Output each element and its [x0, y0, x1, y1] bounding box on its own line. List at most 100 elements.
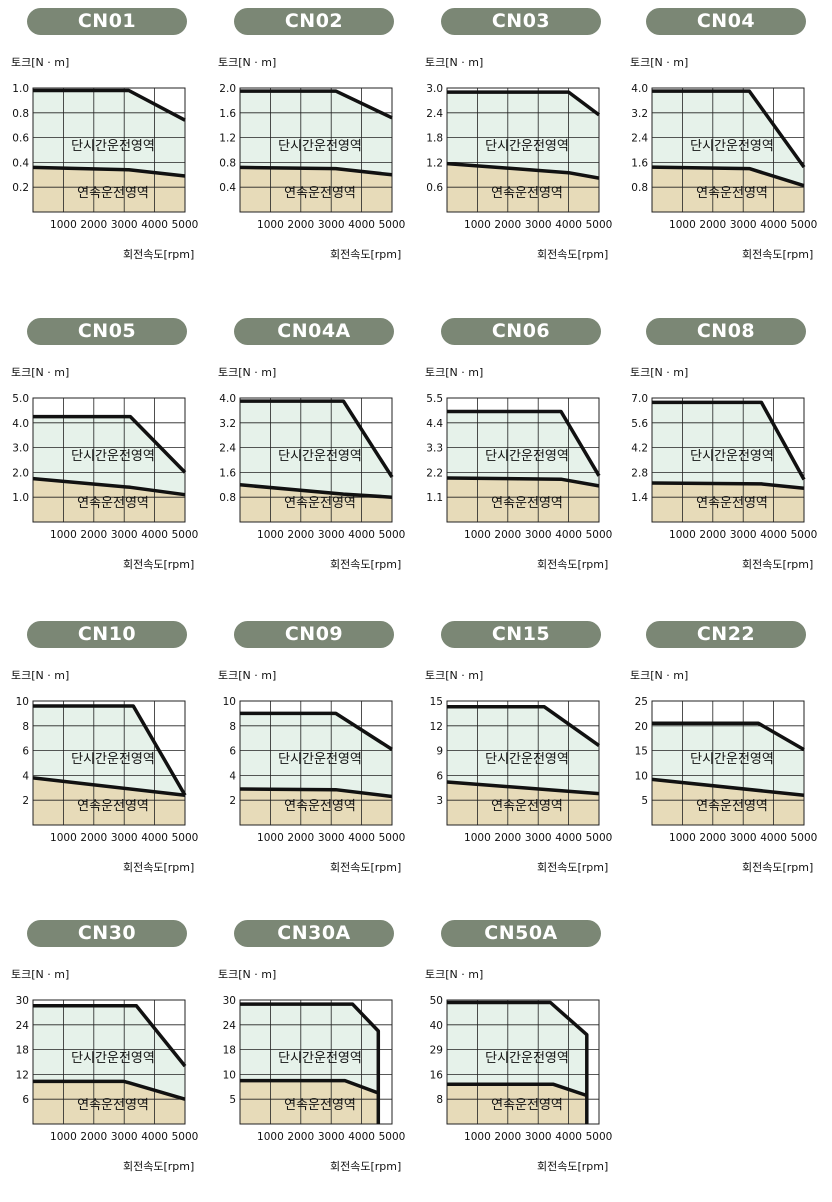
plot-frame	[32, 999, 186, 1125]
peak-torque-curve	[652, 721, 805, 752]
peak-region-label: 단시간운전영역	[71, 449, 155, 464]
plot-frame	[32, 700, 186, 826]
x-tick-label: 5000	[586, 832, 613, 844]
x-tick-label: 3000	[525, 219, 552, 231]
continuous-region-area	[447, 1084, 587, 1124]
x-tick-label: 4000	[141, 832, 168, 844]
continuous-region-label: 연속운전영역	[77, 799, 149, 814]
x-tick-label: 3000	[111, 219, 138, 231]
chart-panel: CN03 토크[N · m] 회전속도[rpm] 3.0 2.4 1.8 1.2 0.6 100…	[417, 0, 622, 290]
peak-torque-curve	[240, 1002, 381, 1124]
continuous-region-label: 연속운전영역	[77, 1098, 149, 1113]
x-tick-label: 4000	[760, 219, 787, 231]
x-tick-label: 5000	[791, 832, 818, 844]
peak-torque-curve	[33, 414, 187, 474]
torque-chart: 1.0 0.8 0.6 0.4 0.2 1000 2000 3000 4000 5000 단시간운전…	[12, 83, 198, 231]
torque-chart: 5.0 4.0 3.0 2.0 1.0 1000 2000 3000 4000 5000 단시간운전…	[12, 393, 198, 541]
x-tick-label: 2000	[80, 1131, 107, 1143]
x-axis-label: 회전속도[rpm]	[330, 1160, 402, 1173]
x-tick-label: 4000	[141, 1131, 168, 1143]
y-tick-label: 12	[16, 1069, 29, 1081]
x-tick-label: 2000	[80, 529, 107, 541]
y-tick-label: 1.0	[12, 492, 29, 504]
y-axis-label: 토크[N · m]	[425, 366, 484, 379]
x-tick-label: 1000	[50, 529, 77, 541]
peak-torque-curve	[652, 400, 806, 481]
peak-region-label: 단시간운전영역	[485, 752, 569, 767]
y-axis-label: 토크[N · m]	[218, 669, 277, 682]
x-axis-label: 회전속도[rpm]	[330, 861, 402, 874]
x-axis-label: 회전속도[rpm]	[742, 248, 814, 261]
y-tick-label: 0.8	[219, 492, 236, 504]
x-tick-label: 2000	[287, 832, 314, 844]
x-tick-label: 2000	[80, 219, 107, 231]
y-tick-label: 4	[22, 770, 29, 782]
continuous-torque-curve	[446, 780, 600, 796]
chart-title: CN22	[646, 621, 806, 648]
x-tick-label: 4000	[141, 529, 168, 541]
torque-chart: 30 24 18 10 5 1000 2000 3000 4000 5000 단시간운전영역연속운전…	[223, 995, 406, 1143]
y-tick-label: 15	[430, 696, 443, 708]
continuous-torque-curve	[32, 476, 186, 497]
y-tick-label: 5	[641, 795, 648, 807]
continuous-region-area	[240, 484, 392, 522]
y-tick-label: 25	[635, 696, 648, 708]
y-tick-label: 2.0	[12, 467, 29, 479]
y-tick-label: 2	[229, 795, 236, 807]
x-tick-label: 2000	[699, 832, 726, 844]
torque-chart: 2.0 1.6 1.2 0.8 0.4 1000 2000 3000 4000 5000 단시간운전…	[219, 83, 406, 231]
y-tick-label: 18	[16, 1045, 29, 1057]
x-tick-label: 5000	[379, 219, 406, 231]
y-tick-label: 3.2	[631, 108, 648, 120]
continuous-region-label: 연속운전영역	[491, 1098, 563, 1113]
continuous-torque-curve	[240, 1078, 379, 1095]
continuous-region-area	[652, 779, 804, 825]
y-tick-label: 2.8	[631, 467, 648, 479]
y-axis-label: 토크[N · m]	[11, 366, 70, 379]
chart-title: CN09	[234, 621, 394, 648]
chart-title: CN30	[27, 920, 187, 947]
chart-panel: CN06 토크[N · m] 회전속도[rpm] 5.5 4.4 3.3 2.2 1.1 100…	[417, 310, 622, 600]
x-tick-label: 2000	[80, 832, 107, 844]
chart-title: CN04	[646, 8, 806, 35]
y-tick-label: 8	[22, 721, 29, 733]
y-tick-label: 3	[436, 795, 443, 807]
y-tick-label: 24	[16, 1020, 30, 1032]
chart-panel: CN05 토크[N · m] 회전속도[rpm] 5.0 4.0 3.0 2.0 1.0 100…	[3, 310, 208, 600]
y-axis-label: 토크[N · m]	[218, 968, 277, 981]
peak-region-label: 단시간운전영역	[485, 1051, 569, 1066]
y-tick-label: 5	[229, 1094, 236, 1106]
x-tick-label: 1000	[257, 529, 284, 541]
x-tick-label: 5000	[172, 832, 199, 844]
x-tick-label: 3000	[111, 832, 138, 844]
peak-torque-curve	[447, 409, 601, 477]
x-tick-label: 3000	[730, 219, 757, 231]
y-tick-label: 4.0	[219, 393, 236, 405]
x-tick-label: 4000	[348, 529, 375, 541]
y-tick-label: 5.0	[12, 393, 29, 405]
y-tick-label: 3.3	[426, 443, 443, 455]
y-tick-label: 1.6	[219, 467, 236, 479]
torque-chart: 4.0 3.2 2.4 1.6 0.8 1000 2000 3000 4000 5000 단시간운전…	[631, 83, 817, 231]
y-tick-label: 2.4	[426, 108, 443, 120]
y-tick-label: 8	[229, 721, 236, 733]
y-tick-label: 12	[430, 721, 443, 733]
x-tick-label: 1000	[669, 832, 696, 844]
torque-chart: 4.0 3.2 2.4 1.6 0.8 1000 2000 3000 4000 5000 단시간운전…	[219, 393, 405, 541]
y-axis-label: 토크[N · m]	[218, 56, 277, 69]
x-tick-label: 2000	[494, 832, 521, 844]
plot-frame	[239, 87, 393, 213]
x-tick-label: 1000	[257, 219, 284, 231]
chart-panel: CN01 토크[N · m] 회전속도[rpm] 1.0 0.8 0.6 0.4 0.2 100…	[3, 0, 208, 290]
y-tick-label: 15	[635, 746, 648, 758]
x-tick-label: 4000	[348, 219, 375, 231]
y-tick-label: 4.4	[426, 418, 443, 430]
x-tick-label: 4000	[760, 529, 787, 541]
y-tick-label: 1.2	[219, 133, 236, 145]
peak-region-label: 단시간운전영역	[485, 139, 569, 154]
y-tick-label: 2.2	[426, 467, 443, 479]
peak-region-label: 단시간운전영역	[71, 752, 155, 767]
x-tick-label: 2000	[494, 219, 521, 231]
y-tick-label: 0.8	[219, 157, 236, 169]
